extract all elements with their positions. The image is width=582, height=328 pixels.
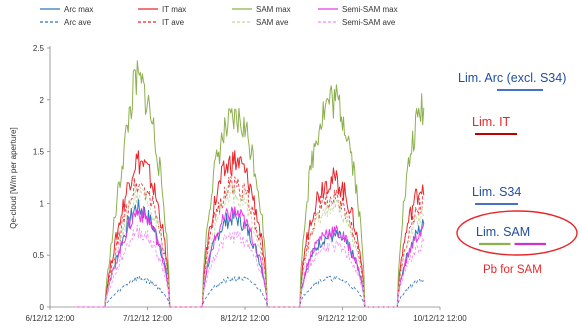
y-tick-label: 2 bbox=[40, 96, 45, 105]
y-tick-label: 1.5 bbox=[33, 148, 45, 157]
annotation-lim-s34: Lim. S34 bbox=[472, 185, 521, 199]
annotation-lim-it: Lim. IT bbox=[472, 115, 511, 129]
x-tick-label: 8/12/12 12:00 bbox=[221, 314, 270, 323]
legend-entry: IT max bbox=[162, 5, 186, 14]
legend-entry: IT ave bbox=[162, 18, 185, 27]
y-axis-label: Qe-cloud [W/m per aperture] bbox=[9, 127, 18, 228]
x-tick-label: 10/12/12 12:00 bbox=[413, 314, 467, 323]
annotation-lim-sam: Lim. SAM bbox=[476, 225, 530, 239]
axes: 0 0.5 1 1.5 2 2.5 6/12/12 12:00 7/12/12 12:00 8/… bbox=[26, 44, 468, 323]
legend-entry: SAM ave bbox=[256, 18, 289, 27]
legend: Arc max IT max SAM max Semi-SAM max Arc ave I… bbox=[40, 5, 398, 27]
legend-entry: SAM max bbox=[256, 5, 291, 14]
legend-entry: Semi-SAM ave bbox=[342, 18, 396, 27]
y-tick-label: 1 bbox=[40, 199, 45, 208]
y-tick-label: 0 bbox=[40, 303, 45, 312]
series-line-semi-sam-ave bbox=[74, 224, 425, 308]
x-tick-label: 6/12/12 12:00 bbox=[26, 314, 75, 323]
y-tick-label: 0.5 bbox=[33, 251, 45, 260]
series-line-arc-max bbox=[74, 198, 425, 308]
y-tick-label: 2.5 bbox=[33, 44, 45, 53]
legend-entry: Arc max bbox=[64, 5, 93, 14]
series-line-sam-ave bbox=[74, 183, 425, 308]
x-tick-label: 7/12/12 12:00 bbox=[123, 314, 172, 323]
legend-entry: Semi-SAM max bbox=[342, 5, 398, 14]
highlight-ellipse bbox=[456, 210, 578, 256]
x-tick-label: 9/12/12 12:00 bbox=[318, 314, 367, 323]
annotation-lim-arc-excl-s34: Lim. Arc (excl. S34) bbox=[458, 71, 566, 85]
annotations: Lim. Arc (excl. S34) Lim. IT Lim. S34 Lim. … bbox=[456, 71, 578, 276]
annotation-pb-for-sam: Pb for SAM bbox=[483, 264, 542, 276]
series-line-arc-ave bbox=[74, 275, 425, 308]
series-layer bbox=[74, 60, 425, 308]
legend-entry: Arc ave bbox=[64, 18, 92, 27]
series-line-it-ave bbox=[74, 176, 424, 308]
